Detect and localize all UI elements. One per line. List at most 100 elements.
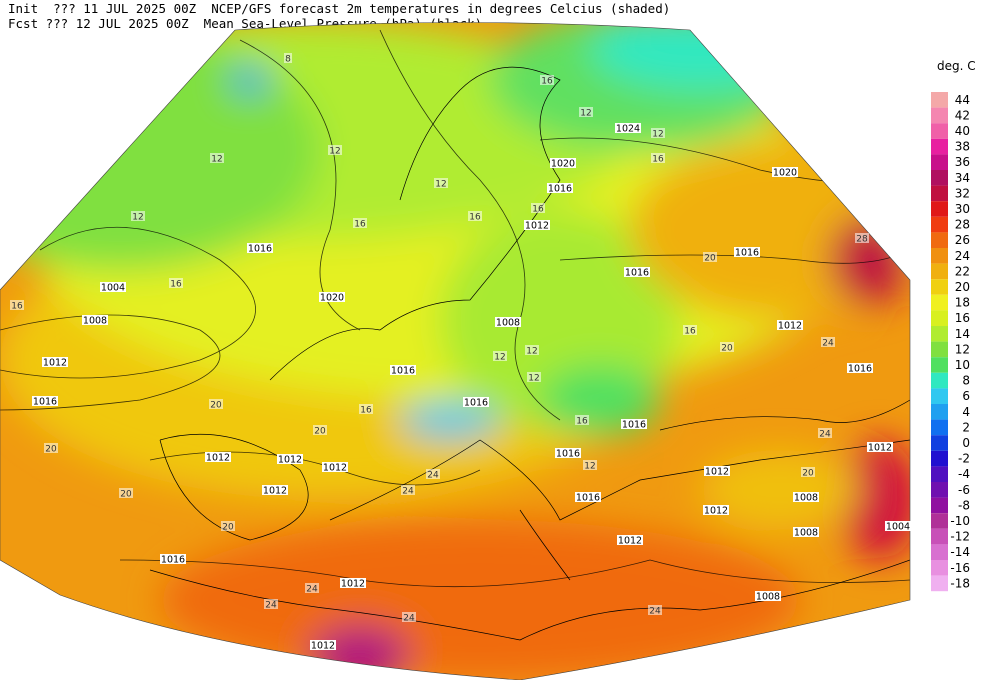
colorbar-swatch	[931, 232, 948, 248]
temperature-label-box	[651, 153, 665, 163]
map-label-box	[734, 247, 760, 257]
temperature-label-box	[10, 300, 24, 310]
temperature-label: 20	[802, 469, 814, 479]
map-label-box	[793, 492, 819, 502]
colorbar-label: 42	[955, 108, 970, 122]
map-label-box	[772, 167, 798, 177]
temperature-label: 20	[45, 445, 57, 455]
map-label: 1024	[616, 124, 640, 135]
colorbar-swatch	[931, 154, 948, 170]
temperature-label-box	[401, 485, 415, 495]
map-label: 1008	[496, 318, 520, 329]
colorbar-label: 0	[962, 436, 970, 450]
map-label-box	[704, 466, 730, 476]
map-label-box	[847, 363, 873, 373]
colorbar-swatch	[931, 435, 948, 451]
temperature-label-box	[527, 372, 541, 382]
temperature-label: 12	[584, 462, 595, 472]
colorbar-swatch	[931, 326, 948, 342]
colorbar-label: -16	[950, 561, 970, 575]
map-label: 1012	[618, 536, 642, 547]
map-label-box	[277, 454, 303, 464]
temperature-label: 12	[494, 353, 505, 363]
colorbar-label: 38	[955, 140, 970, 154]
temperature-label: 16	[354, 220, 366, 230]
temperature-label-box	[821, 337, 835, 347]
temperature-label: 16	[532, 205, 544, 215]
map-label-box	[42, 357, 68, 367]
colorbar-swatch	[931, 528, 948, 545]
colorbar-swatch	[931, 357, 948, 373]
temperature-label: 16	[652, 155, 664, 165]
temperature-label: 12	[211, 155, 222, 165]
map-label-box	[555, 448, 581, 458]
map-label: 1016	[848, 364, 872, 375]
map-label: 1008	[83, 316, 107, 327]
map-label: 1016	[464, 398, 488, 409]
temperature-label-box	[131, 211, 145, 221]
colorbar-swatch	[931, 310, 948, 326]
map-label: 1016	[576, 493, 600, 504]
colorbar-swatch	[931, 419, 948, 436]
colorbar-label: 36	[955, 155, 970, 169]
map-label: 1012	[311, 641, 335, 652]
colorbar-label: 4	[962, 405, 970, 419]
temperature-label: 20	[314, 427, 326, 437]
temperature-label: 28	[856, 235, 868, 245]
map-label-box	[550, 158, 576, 168]
map-label-box	[615, 123, 641, 133]
colorbar-label: 10	[955, 358, 970, 372]
temperature-label-box	[855, 233, 869, 243]
colorbar-label: 8	[962, 374, 970, 388]
colorbar-label: -8	[958, 498, 970, 512]
map-label-box	[777, 320, 803, 330]
colorbar-swatch	[931, 513, 948, 529]
temperature-label: 24	[649, 607, 661, 617]
colorbar-label: 18	[955, 296, 970, 310]
temperature-label: 12	[528, 374, 539, 384]
temperature-label-box	[651, 128, 665, 138]
map-label: 1020	[551, 159, 575, 170]
temperature-label-box	[493, 351, 507, 361]
temperature-label-box	[468, 211, 482, 221]
temperature-label: 16	[170, 280, 182, 290]
temperature-label: 20	[704, 254, 716, 264]
temperature-label: 24	[427, 471, 439, 481]
temperature-label-box	[221, 521, 235, 531]
map-label-box	[885, 521, 911, 531]
colorbar-swatch	[931, 372, 948, 389]
colorbar-label: 30	[955, 202, 970, 216]
colorbar-swatch	[931, 482, 948, 498]
temperature-label-box	[284, 53, 292, 63]
temperature-label-box	[264, 599, 278, 609]
map-label: 1012	[704, 506, 728, 517]
colorbar-label: 16	[955, 311, 970, 325]
map-label: 1020	[773, 168, 797, 179]
temperature-label: 24	[403, 614, 415, 624]
colorbar-swatch	[931, 263, 948, 280]
temperature-label-box	[703, 252, 717, 262]
map-label: 1012	[206, 453, 230, 464]
temperature-label-box	[313, 425, 327, 435]
temperature-label: 24	[402, 487, 414, 497]
map-label: 1016	[556, 449, 580, 460]
map-label: 1004	[101, 283, 125, 294]
temperature-label: 20	[120, 490, 132, 500]
map-label: 1012	[263, 486, 287, 497]
temperature-label-box	[720, 342, 734, 352]
colorbar-swatch	[931, 138, 948, 155]
temperature-label: 24	[822, 339, 834, 349]
map-label: 1012	[868, 443, 892, 454]
temperature-label: 16	[684, 327, 696, 337]
temperature-label-box	[540, 75, 554, 85]
map-label: 1016	[735, 248, 759, 259]
temperature-label: 12	[580, 109, 591, 119]
temperature-label-box	[531, 203, 545, 213]
colorbar-label: 12	[955, 342, 970, 356]
map-label-box	[390, 365, 416, 375]
temperature-label-box	[818, 428, 832, 438]
map-label: 1016	[548, 184, 572, 195]
temperature-label-box	[328, 145, 342, 155]
temperature-label: 12	[526, 347, 537, 357]
